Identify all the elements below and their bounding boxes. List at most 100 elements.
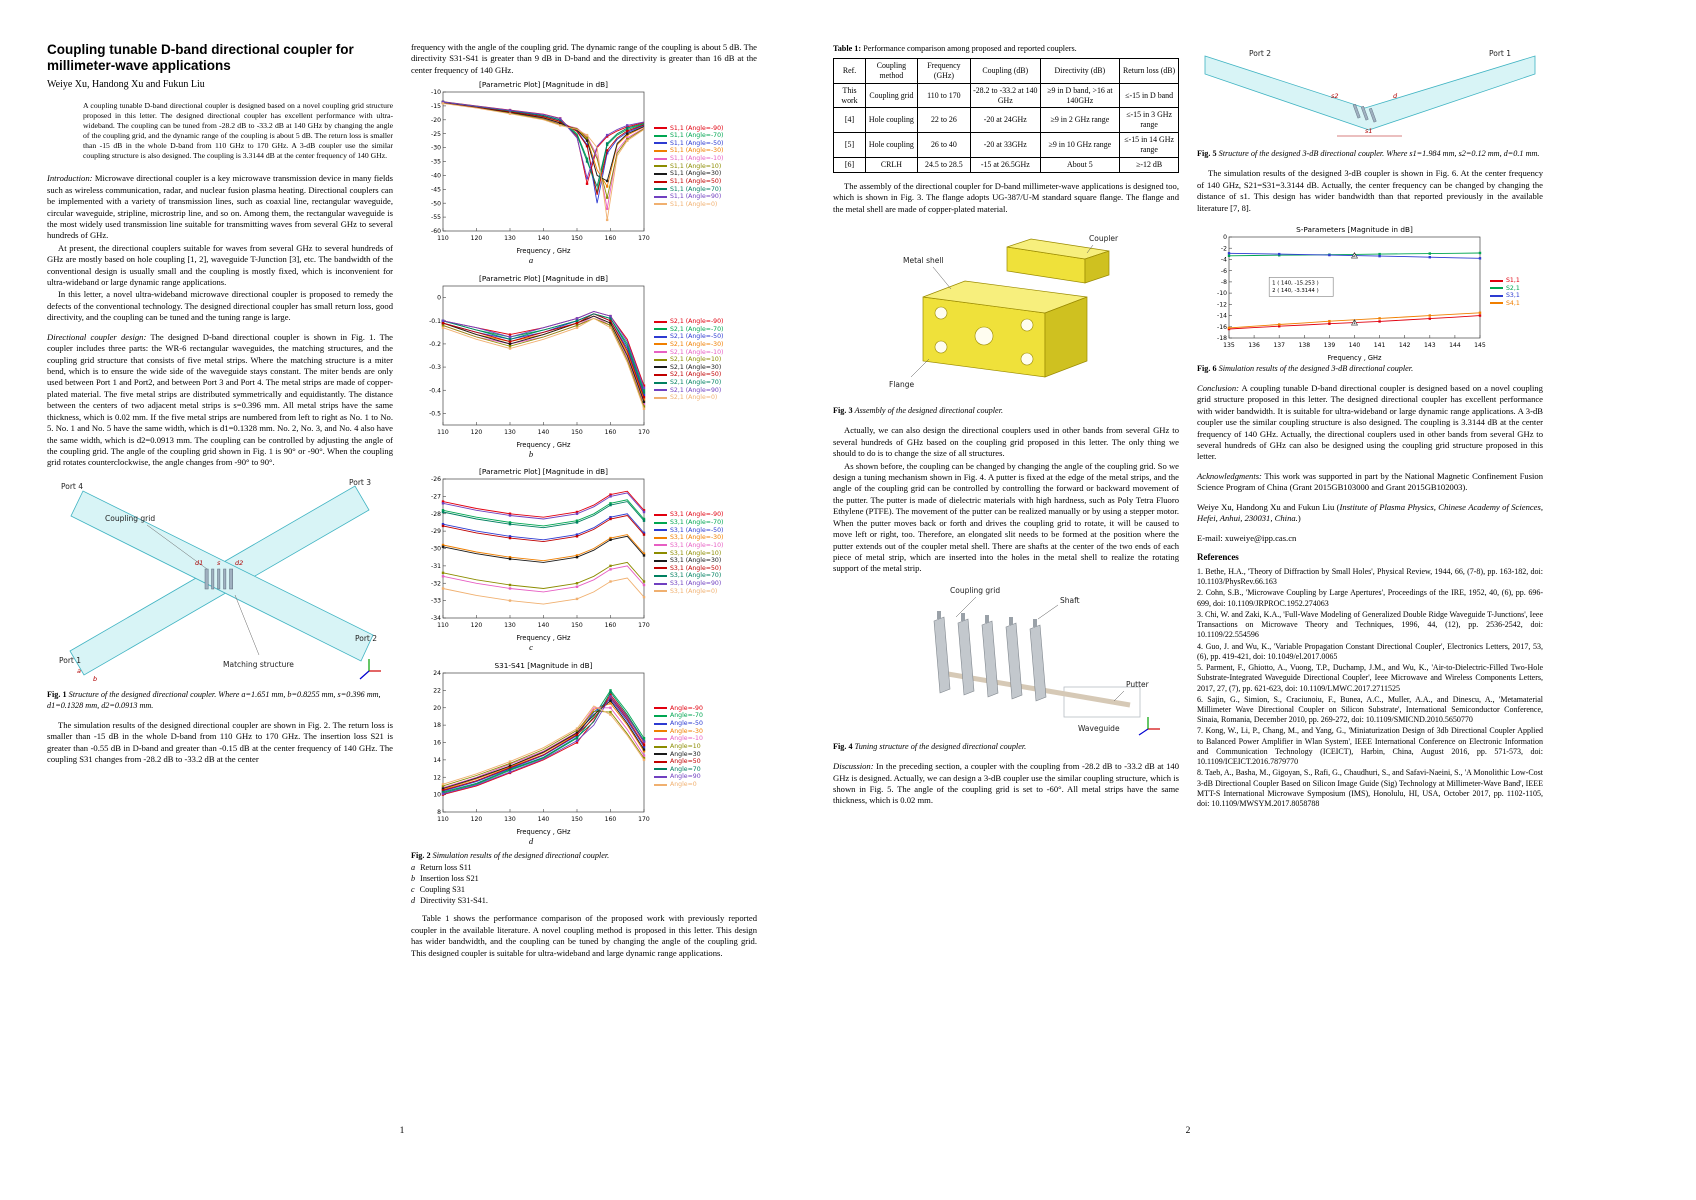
table-intro-paragraph: Table 1 shows the performance comparison… — [411, 913, 757, 958]
legend-entry: S2,1 (Angle=10) — [654, 356, 723, 363]
fig2-item-c: c Coupling S31 — [411, 885, 757, 896]
svg-text:-0.3: -0.3 — [429, 364, 441, 371]
svg-text:16: 16 — [433, 739, 441, 746]
section-label-introduction: Introduction: — [47, 173, 93, 184]
svg-text:150: 150 — [571, 235, 583, 242]
legend-entry: S1,1 (Angle=50) — [654, 178, 723, 185]
legend-entry: S3,1 (Angle=30) — [654, 557, 723, 564]
legend-label: S3,1 (Angle=-70) — [670, 519, 724, 527]
svg-text:142: 142 — [1399, 342, 1411, 349]
legend-entry: Angle=-10 — [654, 735, 703, 742]
svg-text:-60: -60 — [431, 228, 441, 235]
legend-entry: S3,1 (Angle=-50) — [654, 527, 723, 534]
svg-text:20: 20 — [433, 704, 441, 711]
legend-entry: S2,1 (Angle=50) — [654, 371, 723, 378]
fig5-port2-label: Port 2 — [1249, 49, 1271, 58]
fig5-dim-s1: s1 — [1365, 127, 1373, 135]
fig5-caption: Fig. 5 Structure of the designed 3-dB di… — [1197, 149, 1543, 160]
legend-entry: S2,1 (Angle=-90) — [654, 318, 723, 325]
fig1-leader-grid — [146, 524, 208, 569]
reference-item: 1. Bethe, H.A., 'Theory of Diffraction b… — [1197, 566, 1543, 587]
legend-label: Angle=30 — [670, 750, 701, 758]
fig2a-sublabel: a — [528, 255, 534, 266]
svg-text:160: 160 — [605, 235, 617, 242]
svg-text:[Parametric Plot] [Magnitude i: [Parametric Plot] [Magnitude in dB] — [479, 274, 608, 283]
reference-item: 7. Kong, W., Li, P., Chang, M., and Yang… — [1197, 726, 1543, 767]
fig2-item-b-text: Insertion loss S21 — [420, 873, 479, 883]
legend-label: Angle=-50 — [670, 720, 703, 728]
affiliation-institute: Institute of Plasma Physics, Chinese Aca… — [1197, 501, 1543, 524]
legend-swatch-icon — [654, 513, 667, 516]
fig2-item-d-letter: d — [411, 895, 416, 905]
legend-swatch-icon — [654, 722, 667, 725]
svg-text:24: 24 — [433, 670, 441, 677]
table1-header-returnloss: Return loss (dB) — [1119, 57, 1179, 84]
design-paragraph: Directional coupler design: The designed… — [47, 332, 393, 469]
fig3-metal-shell-label: Metal shell — [903, 256, 944, 265]
fig1-port1-label: Port 1 — [59, 656, 81, 665]
col2-continuation-paragraph: frequency with the angle of the coupling… — [411, 42, 757, 75]
legend-label: S3,1 (Angle=0) — [670, 587, 718, 595]
legend-entry: S3,1 (Angle=70) — [654, 572, 723, 579]
fig3-leader-coupler — [1086, 244, 1094, 254]
fig2c-chart-svg: [Parametric Plot] [Magnitude in dB] 110 12… — [431, 467, 650, 642]
affiliation-line: Weiye Xu, Handong Xu and Fukun Liu (Inst… — [1197, 502, 1543, 525]
legend-swatch-icon — [654, 745, 667, 748]
legend-swatch-icon — [654, 134, 667, 137]
legend-label: S2,1 (Angle=-50) — [670, 333, 724, 341]
legend-label: S2,1 (Angle=10) — [670, 356, 722, 364]
legend-swatch-icon — [1490, 287, 1503, 290]
legend-swatch-icon — [1490, 294, 1503, 297]
svg-text:-12: -12 — [1217, 301, 1227, 308]
fig6-chart-svg: S-Parameters [Magnitude in dB] 135 136 137 1… — [1217, 225, 1486, 362]
legend-swatch-icon — [654, 574, 667, 577]
svg-text:-27: -27 — [431, 494, 441, 501]
svg-text:120: 120 — [471, 429, 483, 436]
legend-label: S2,1 (Angle=-70) — [670, 325, 724, 333]
legend-entry: S2,1 (Angle=-70) — [654, 326, 723, 333]
fig1-image: Port 4 Port 3 Port 1 Port 2 Coupling gri… — [59, 478, 381, 683]
conclusion-text: A coupling tunable D-band directional co… — [1197, 382, 1543, 462]
legend-entry: S3,1 (Angle=50) — [654, 565, 723, 572]
fig3-coupler-label: Coupler — [1089, 234, 1119, 243]
fig2b-chart: [Parametric Plot] [Magnitude in dB] 110 12… — [411, 271, 757, 449]
svg-text:22: 22 — [433, 687, 441, 694]
legend-label: S2,1 — [1506, 284, 1520, 292]
acknowledgments-paragraph: Acknowledgments: This work was supported… — [1197, 471, 1543, 494]
svg-text:140: 140 — [538, 816, 550, 823]
svg-text:2: 2 — [1353, 253, 1356, 259]
fig4-coupling-grid-label: Coupling grid — [950, 586, 1000, 595]
legend-entry: Angle=-50 — [654, 720, 703, 727]
fig5-figure: Port 2 Port 1 s1 s2 d — [1197, 46, 1543, 147]
fig2-caption: Fig. 2 Simulation results of the designe… — [411, 851, 757, 862]
fig4-leader-grid — [955, 596, 977, 618]
fig1-matching-structure-label: Matching structure — [223, 660, 294, 669]
fig4-shafts — [937, 610, 1037, 627]
svg-text:1: 1 — [1353, 320, 1356, 326]
fig1-coupling-grid-label: Coupling grid — [105, 514, 155, 523]
tuning-paragraph: As shown before, the coupling can be cha… — [833, 460, 1179, 574]
fig1-dim-d1: d1 — [195, 559, 203, 567]
svg-text:140: 140 — [538, 622, 550, 629]
fig4-caption-text: Tuning structure of the designed directi… — [854, 742, 1027, 752]
legend-label: S1,1 (Angle=0) — [670, 200, 718, 208]
svg-text:-2: -2 — [1221, 245, 1227, 252]
legend-swatch-icon — [654, 358, 667, 361]
fig4-leader-shaft — [1037, 604, 1059, 620]
legend-entry: S2,1 (Angle=90) — [654, 387, 723, 394]
svg-text:-15: -15 — [431, 103, 441, 110]
legend-label: S1,1 (Angle=10) — [670, 162, 722, 170]
svg-text:130: 130 — [504, 622, 516, 629]
svg-text:140: 140 — [538, 235, 550, 242]
fig5-dim-s2: s2 — [1331, 92, 1339, 100]
legend-entry: S3,1 (Angle=0) — [654, 588, 723, 595]
section-label-design: Directional coupler design: — [47, 331, 147, 342]
fig5-structure-shape — [1204, 55, 1536, 131]
legend-swatch-icon — [654, 760, 667, 763]
legend-label: S1,1 (Angle=70) — [670, 185, 722, 193]
svg-text:110: 110 — [437, 816, 449, 823]
section-label-discussion: Discussion: — [833, 761, 874, 772]
svg-text:138: 138 — [1298, 342, 1310, 349]
legend-swatch-icon — [654, 529, 667, 532]
svg-text:Frequency , GHz: Frequency , GHz — [517, 634, 571, 642]
